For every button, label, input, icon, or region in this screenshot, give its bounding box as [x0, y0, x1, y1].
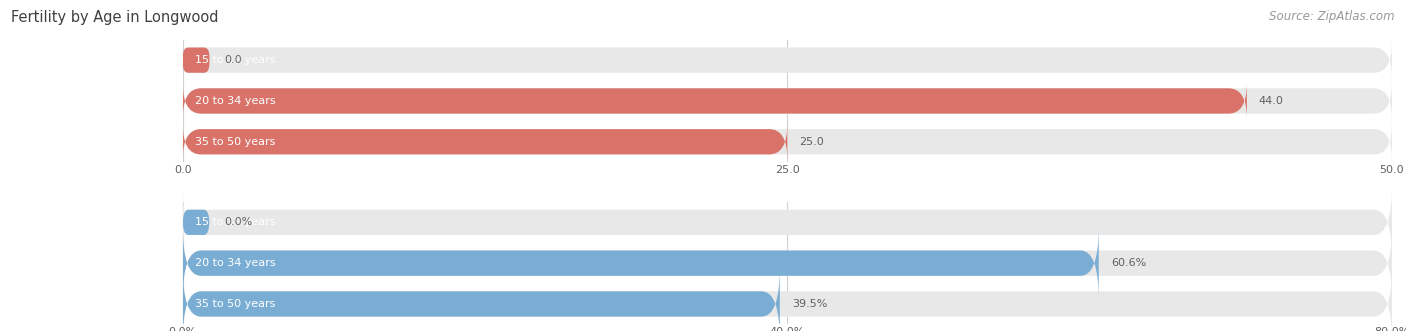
- Text: 0.0: 0.0: [224, 55, 242, 65]
- Text: Fertility by Age in Longwood: Fertility by Age in Longwood: [11, 10, 219, 25]
- Text: 25.0: 25.0: [800, 137, 824, 147]
- Text: 44.0: 44.0: [1258, 96, 1284, 106]
- Text: 39.5%: 39.5%: [792, 299, 827, 309]
- FancyBboxPatch shape: [183, 268, 1392, 331]
- FancyBboxPatch shape: [183, 210, 209, 235]
- FancyBboxPatch shape: [183, 227, 1392, 300]
- Text: 0.0%: 0.0%: [224, 217, 252, 227]
- Text: 20 to 34 years: 20 to 34 years: [195, 96, 276, 106]
- FancyBboxPatch shape: [183, 268, 780, 331]
- Text: Source: ZipAtlas.com: Source: ZipAtlas.com: [1270, 10, 1395, 23]
- Text: 20 to 34 years: 20 to 34 years: [195, 258, 276, 268]
- FancyBboxPatch shape: [183, 124, 787, 160]
- FancyBboxPatch shape: [183, 186, 1392, 259]
- Text: 35 to 50 years: 35 to 50 years: [195, 137, 276, 147]
- Text: 15 to 19 years: 15 to 19 years: [195, 217, 276, 227]
- FancyBboxPatch shape: [183, 83, 1247, 119]
- Text: 35 to 50 years: 35 to 50 years: [195, 299, 276, 309]
- FancyBboxPatch shape: [183, 42, 1392, 78]
- FancyBboxPatch shape: [183, 47, 209, 73]
- FancyBboxPatch shape: [183, 83, 1392, 119]
- FancyBboxPatch shape: [183, 227, 1098, 300]
- FancyBboxPatch shape: [183, 124, 1392, 160]
- Text: 15 to 19 years: 15 to 19 years: [195, 55, 276, 65]
- Text: 60.6%: 60.6%: [1111, 258, 1146, 268]
